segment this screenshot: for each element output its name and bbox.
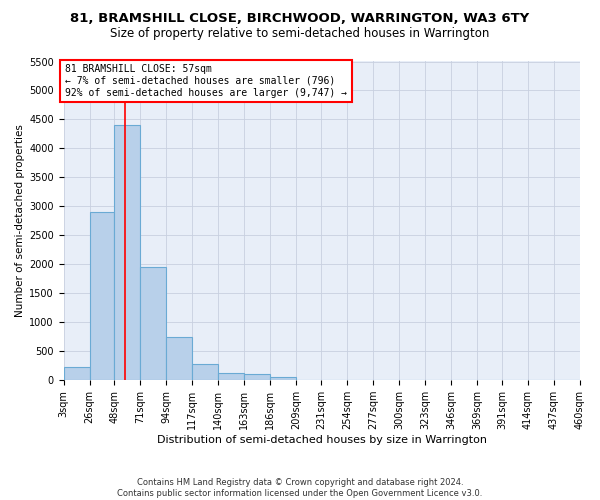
Bar [115, 125, 140, 380]
Text: Size of property relative to semi-detached houses in Warrington: Size of property relative to semi-detach… [110, 28, 490, 40]
Bar [166, 338, 193, 380]
Text: Contains HM Land Registry data © Crown copyright and database right 2024.
Contai: Contains HM Land Registry data © Crown c… [118, 478, 482, 498]
Bar [140, 267, 166, 380]
Bar [271, 376, 296, 380]
Text: 81 BRAMSHILL CLOSE: 57sqm
← 7% of semi-detached houses are smaller (796)
92% of : 81 BRAMSHILL CLOSE: 57sqm ← 7% of semi-d… [65, 64, 347, 98]
X-axis label: Distribution of semi-detached houses by size in Warrington: Distribution of semi-detached houses by … [157, 435, 487, 445]
Bar [64, 368, 89, 380]
Bar [89, 212, 115, 380]
Bar [244, 374, 271, 380]
Bar [218, 374, 244, 380]
Bar [193, 364, 218, 380]
Text: 81, BRAMSHILL CLOSE, BIRCHWOOD, WARRINGTON, WA3 6TY: 81, BRAMSHILL CLOSE, BIRCHWOOD, WARRINGT… [70, 12, 530, 26]
Y-axis label: Number of semi-detached properties: Number of semi-detached properties [15, 124, 25, 318]
